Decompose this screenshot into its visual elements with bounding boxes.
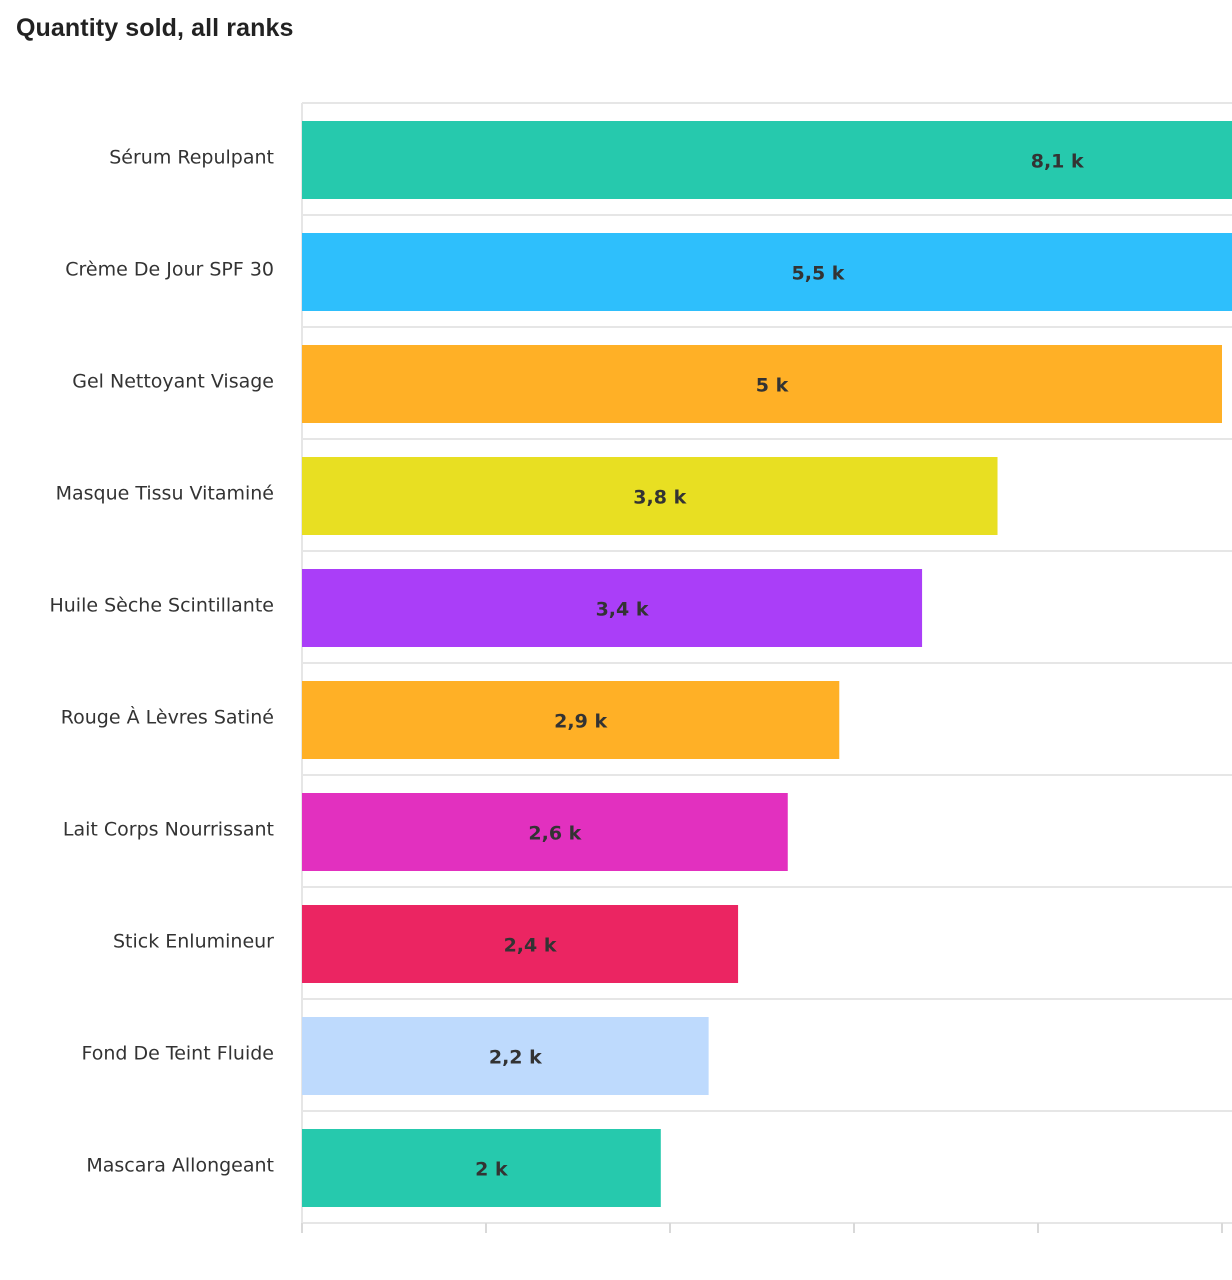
chart-title: Quantity sold, all ranks <box>16 14 294 42</box>
bar[interactable] <box>302 1017 709 1095</box>
bar[interactable] <box>302 1129 661 1207</box>
category-label: Fond De Teint Fluide <box>81 1043 274 1065</box>
data-label: 3,4 k <box>596 599 649 621</box>
bar[interactable] <box>302 569 923 647</box>
data-label: 3,8 k <box>633 487 686 509</box>
bar[interactable] <box>302 681 840 759</box>
data-label: 5,5 k <box>792 263 845 285</box>
category-label: Masque Tissu Vitaminé <box>56 483 274 505</box>
data-label: 2,9 k <box>554 711 607 733</box>
category-label: Stick Enlumineur <box>113 931 274 953</box>
category-label: Sérum Repulpant <box>109 147 274 169</box>
bar[interactable] <box>302 905 739 983</box>
data-label: 5 k <box>756 375 789 397</box>
category-label: Mascara Allongeant <box>86 1155 274 1177</box>
category-label: Rouge À Lèvres Satiné <box>61 706 274 729</box>
bar[interactable] <box>302 793 788 871</box>
data-label: 2 k <box>475 1159 508 1181</box>
bar[interactable] <box>302 345 1222 423</box>
category-label: Huile Sèche Scintillante <box>49 595 274 617</box>
data-label: 2,6 k <box>528 823 581 845</box>
category-label: Gel Nettoyant Visage <box>72 371 274 393</box>
category-label: Crème De Jour SPF 30 <box>65 259 274 281</box>
data-label: 2,2 k <box>489 1047 542 1069</box>
data-label: 2,4 k <box>504 935 557 957</box>
bar[interactable] <box>302 233 1232 311</box>
bar[interactable] <box>302 121 1232 199</box>
data-label: 8,1 k <box>1031 151 1084 173</box>
category-label: Lait Corps Nourrissant <box>63 819 274 841</box>
bar[interactable] <box>302 457 998 535</box>
